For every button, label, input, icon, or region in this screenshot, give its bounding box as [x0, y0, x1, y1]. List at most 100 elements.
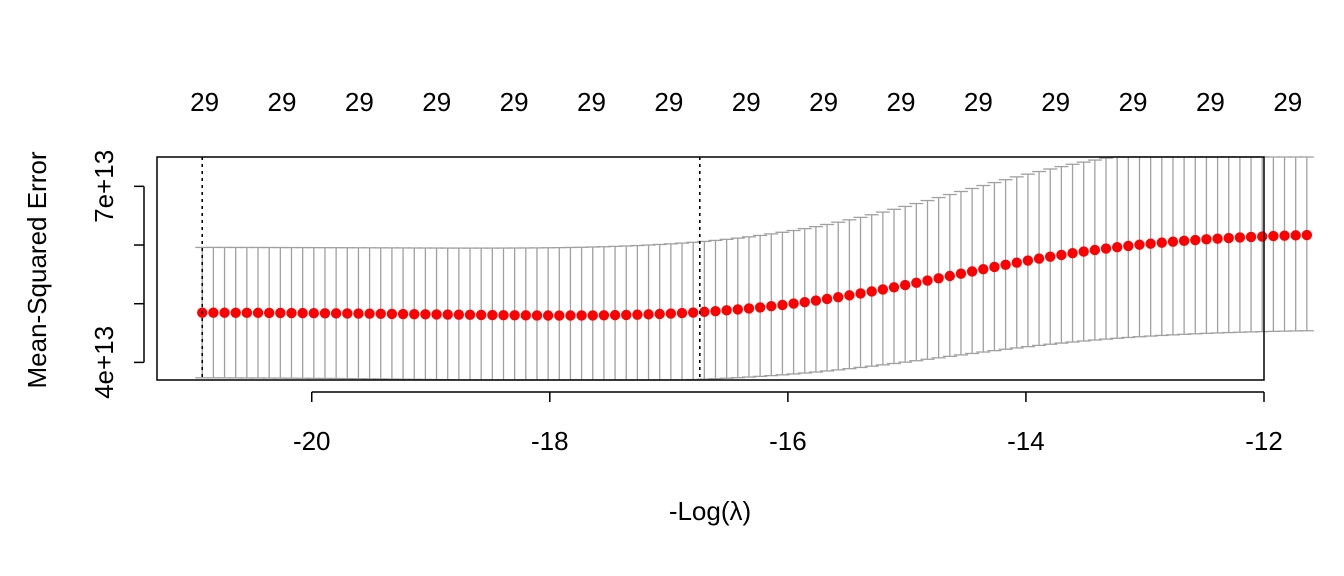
mse-point: [431, 309, 442, 320]
x-tick-label: -18: [531, 426, 569, 456]
top-tick-label: 29: [886, 87, 915, 117]
mse-point: [252, 307, 264, 319]
x-axis: -20 -18 -16 -14 -12: [293, 391, 1283, 456]
mse-point: [621, 309, 632, 321]
mse-point: [420, 309, 431, 320]
mse-point: [409, 308, 420, 320]
mse-point: [587, 310, 598, 321]
mse-point: [877, 284, 889, 295]
mse-point: [866, 286, 877, 297]
mse-point: [542, 310, 554, 321]
lambda-lines: [201, 157, 701, 380]
mse-point: [1134, 239, 1145, 250]
mse-point: [665, 308, 677, 319]
mse-point: [576, 310, 587, 321]
mse-point: [1123, 240, 1134, 252]
mse-point: [799, 296, 810, 308]
y-axis: 4e+13 7e+13: [89, 150, 145, 399]
mse-point: [911, 277, 922, 289]
x-tick-label: -16: [769, 426, 807, 456]
mse-point: [732, 304, 744, 315]
mse-point: [1045, 251, 1056, 262]
mse-point: [944, 270, 956, 282]
mse-point: [810, 295, 822, 306]
mse-point: [1033, 253, 1045, 264]
mse-point: [1279, 230, 1290, 241]
top-tick-label: 29: [1273, 87, 1302, 117]
x-tick-label: -14: [1007, 426, 1045, 456]
mse-point: [676, 307, 688, 319]
mse-point: [275, 307, 286, 319]
mse-point: [721, 305, 732, 316]
mse-point: [397, 308, 409, 320]
mse-point: [821, 293, 833, 305]
y-tick-label: 7e+13: [89, 150, 119, 223]
mse-point: [989, 261, 1000, 273]
mse-point: [1111, 241, 1123, 253]
mse-point: [899, 279, 911, 291]
mse-point: [654, 308, 665, 320]
top-tick-label: 29: [500, 87, 529, 117]
mse-point: [319, 308, 331, 319]
top-tick-label: 29: [732, 87, 761, 117]
mse-point: [308, 307, 320, 319]
mse-point: [844, 290, 855, 301]
mse-point: [598, 310, 610, 321]
mse-point: [230, 307, 241, 318]
mse-point: [1257, 231, 1268, 242]
mse-point: [766, 301, 777, 312]
mse-point: [1100, 243, 1112, 254]
mse-point: [643, 309, 654, 320]
mse-point: [565, 310, 576, 321]
mse-point: [364, 308, 375, 319]
mse-point: [699, 306, 710, 318]
mse-point: [509, 310, 520, 321]
mse-point: [487, 309, 498, 321]
mse-point: [297, 307, 308, 319]
mse-point: [1145, 238, 1156, 249]
top-tick-label: 29: [964, 87, 993, 117]
mse-point: [554, 310, 565, 321]
top-tick-label: 29: [809, 87, 838, 117]
mse-point: [1268, 230, 1279, 242]
mse-point: [1245, 231, 1257, 243]
mse-point: [475, 309, 487, 321]
mse-point: [330, 308, 342, 319]
mse-point: [353, 308, 364, 319]
mse-point: [442, 309, 453, 320]
mse-point: [1067, 247, 1078, 259]
mse-point: [609, 309, 621, 321]
mse-point: [1011, 257, 1022, 268]
mse-point: [498, 309, 509, 321]
mse-point: [978, 263, 989, 275]
mse-point: [386, 308, 398, 320]
mse-point: [1056, 249, 1067, 261]
mse-points: [197, 229, 1313, 321]
y-tick-label: 4e+13: [89, 326, 119, 399]
top-tick-label: 29: [345, 87, 374, 117]
x-tick-label: -20: [293, 426, 331, 456]
mse-point: [1212, 233, 1223, 244]
mse-point: [922, 275, 933, 286]
x-tick-label: -12: [1245, 426, 1283, 456]
mse-point: [833, 292, 844, 303]
mse-point: [219, 307, 230, 318]
top-tick-label: 29: [1196, 87, 1225, 117]
mse-point: [241, 307, 253, 319]
mse-point: [1190, 234, 1201, 246]
mse-point: [777, 299, 788, 311]
mse-point: [1156, 237, 1168, 248]
mse-point: [1234, 232, 1246, 243]
mse-point: [1301, 229, 1313, 241]
mse-point: [1000, 259, 1011, 270]
mse-point: [743, 303, 755, 314]
mse-point: [1078, 246, 1089, 257]
mse-point: [1201, 234, 1212, 245]
mse-point: [342, 308, 353, 319]
top-tick-label: 29: [654, 87, 683, 117]
error-bars: [195, 156, 1314, 381]
y-axis-label: Mean-Squared Error: [22, 151, 52, 388]
mse-point: [1290, 230, 1301, 241]
x-axis-label: -Log(λ): [669, 496, 751, 526]
